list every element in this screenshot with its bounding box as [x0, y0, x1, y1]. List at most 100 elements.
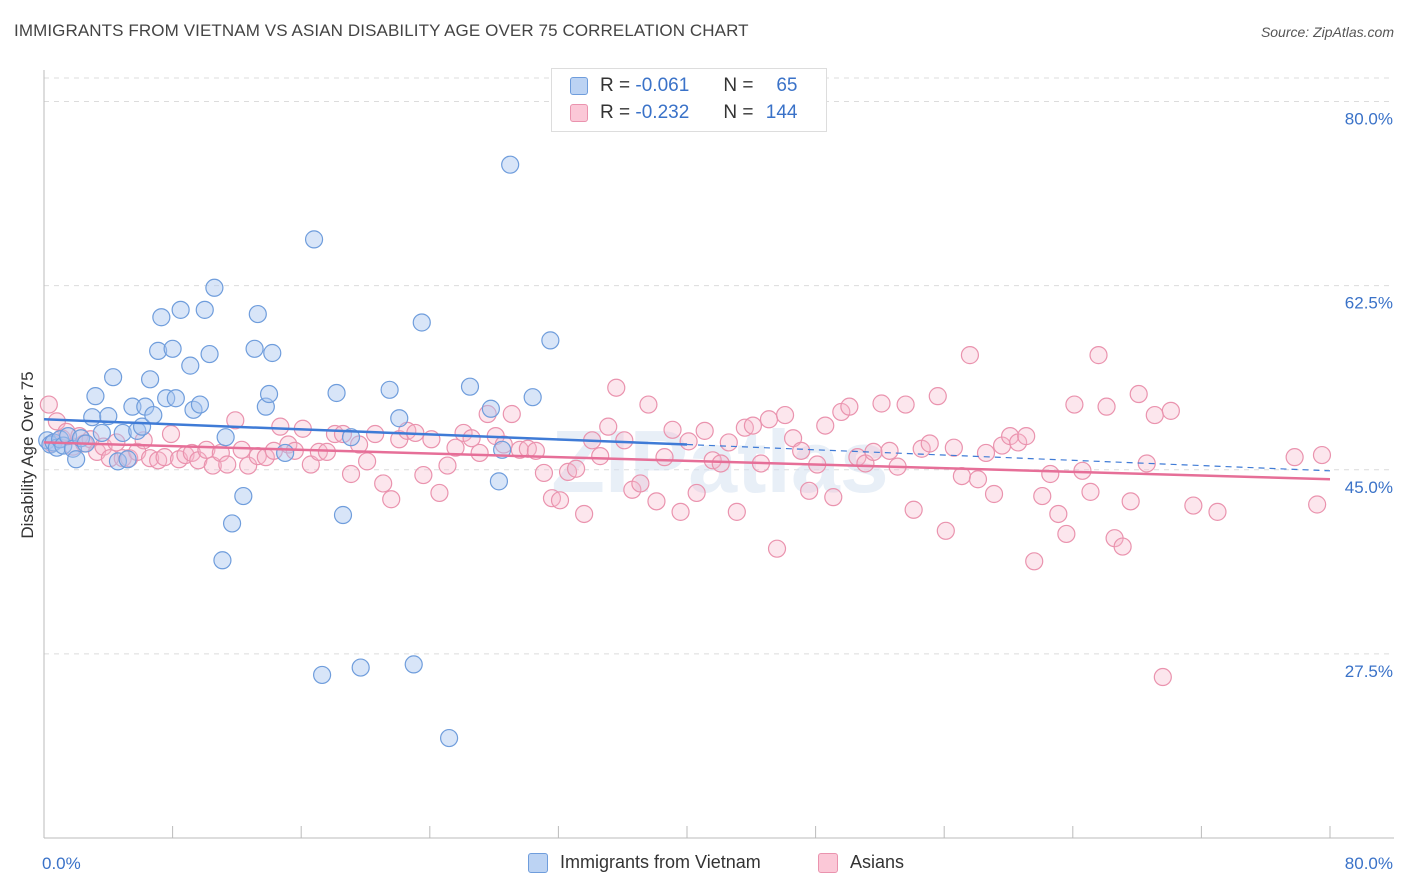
- vietnam-point: [205, 278, 224, 297]
- grid: [44, 77, 1394, 655]
- asians-point: [39, 395, 58, 414]
- vietnam-trend-line: [43, 418, 688, 446]
- asians-point: [687, 483, 706, 503]
- asians-swatch: [570, 104, 588, 122]
- asians-point: [711, 454, 730, 473]
- r-label: R =: [600, 102, 631, 123]
- tick-labels: 27.5% 45.0% 62.5% 80.0% 0.0% 80.0%: [42, 110, 1393, 873]
- chart-title: IMMIGRANTS FROM VIETNAM VS ASIAN DISABIL…: [14, 21, 749, 40]
- asians-point: [1081, 482, 1100, 501]
- r-value: -0.232: [635, 102, 690, 123]
- asians-point: [182, 443, 201, 463]
- asians-point: [534, 463, 554, 483]
- asians-point: [1033, 486, 1052, 506]
- asians-point: [1285, 448, 1304, 467]
- asians-point: [1057, 524, 1076, 544]
- asians-point: [1312, 445, 1332, 465]
- legend-item-asians[interactable]: Asians: [818, 852, 904, 873]
- asians-point: [107, 433, 126, 452]
- vietnam-point: [144, 405, 163, 425]
- asians-point: [341, 464, 361, 484]
- asians-point: [358, 452, 377, 471]
- asians-point: [816, 416, 835, 435]
- vietnam-point: [541, 331, 560, 350]
- asians-point: [792, 441, 811, 460]
- vietnam-point: [200, 344, 219, 364]
- source-label: Source: ZipAtlas.com: [1260, 24, 1394, 40]
- vietnam-trend-extension: [686, 443, 1331, 472]
- vietnam-swatch: [570, 77, 588, 95]
- vietnam-point: [195, 300, 214, 319]
- vietnam-point: [501, 155, 520, 174]
- vietnam-point: [259, 384, 279, 404]
- asians-point: [155, 448, 174, 467]
- asians-point: [727, 502, 746, 521]
- vietnam-point: [86, 387, 105, 406]
- vietnam-point: [99, 407, 118, 426]
- asians-point: [430, 483, 449, 503]
- asians-point: [226, 411, 245, 430]
- asians-point: [872, 394, 891, 413]
- asians-point: [1025, 552, 1044, 571]
- vietnam-point: [157, 389, 176, 408]
- asians-point: [631, 474, 650, 493]
- asians-point: [550, 491, 570, 510]
- asians-point: [197, 440, 216, 459]
- y-tick-label: 45.0%: [1345, 478, 1393, 497]
- vietnam-point: [181, 356, 200, 375]
- vietnam-point: [104, 368, 123, 387]
- vietnam-point: [245, 339, 264, 358]
- vietnam-point: [489, 472, 509, 491]
- asians-point: [767, 539, 787, 558]
- asians-point: [800, 481, 819, 500]
- asians-point: [655, 448, 674, 467]
- legend-item-vietnam[interactable]: Immigrants from Vietnam: [528, 852, 761, 873]
- asians-point: [719, 433, 738, 452]
- asians-point: [239, 456, 258, 475]
- asians-point: [775, 405, 795, 425]
- vietnam-point: [54, 436, 73, 455]
- vietnam-point: [152, 308, 171, 327]
- y-tick-label: 27.5%: [1345, 662, 1393, 681]
- asians-point: [639, 395, 658, 414]
- vietnam-point: [341, 428, 361, 447]
- asians-point: [1153, 667, 1172, 687]
- legend-vietnam-swatch: [528, 852, 548, 873]
- asians-point: [1065, 395, 1084, 414]
- asians-point: [904, 500, 923, 519]
- vietnam-point: [216, 428, 235, 447]
- legend-vietnam-label: Immigrants from Vietnam: [560, 852, 761, 872]
- vietnam-point: [333, 505, 353, 525]
- axes: [43, 70, 1394, 839]
- n-label: N =: [723, 75, 754, 96]
- asians-point: [414, 465, 433, 485]
- asians-point: [1129, 384, 1148, 404]
- asians-point: [936, 521, 955, 540]
- y-tick-label: 62.5%: [1345, 294, 1393, 313]
- asians-point: [824, 488, 843, 507]
- vietnam-point: [312, 665, 332, 685]
- y-tick-label: 80.0%: [1345, 110, 1393, 129]
- asians-point: [960, 346, 980, 365]
- vietnam-point: [327, 383, 346, 403]
- y-axis-label: Disability Age Over 75: [18, 371, 37, 539]
- asians-point: [566, 459, 586, 478]
- asians-points: [39, 346, 1332, 687]
- asians-point: [438, 456, 457, 475]
- vietnam-point: [380, 380, 399, 399]
- asians-point: [695, 421, 714, 440]
- asians-point: [615, 431, 634, 450]
- vietnam-point: [304, 230, 324, 249]
- vietnam-point: [123, 397, 142, 416]
- asians-point: [1049, 504, 1068, 524]
- vietnam-point: [390, 409, 409, 428]
- r-value: -0.061: [635, 75, 690, 96]
- trend-lines: [43, 418, 1331, 481]
- n-value: 65: [776, 75, 798, 96]
- n-value: 144: [765, 102, 798, 123]
- x-tick-label: 80.0%: [1345, 854, 1393, 873]
- vietnam-point: [118, 450, 137, 469]
- asians-point: [1208, 502, 1227, 521]
- vietnam-point: [163, 339, 182, 358]
- asians-point: [591, 447, 610, 466]
